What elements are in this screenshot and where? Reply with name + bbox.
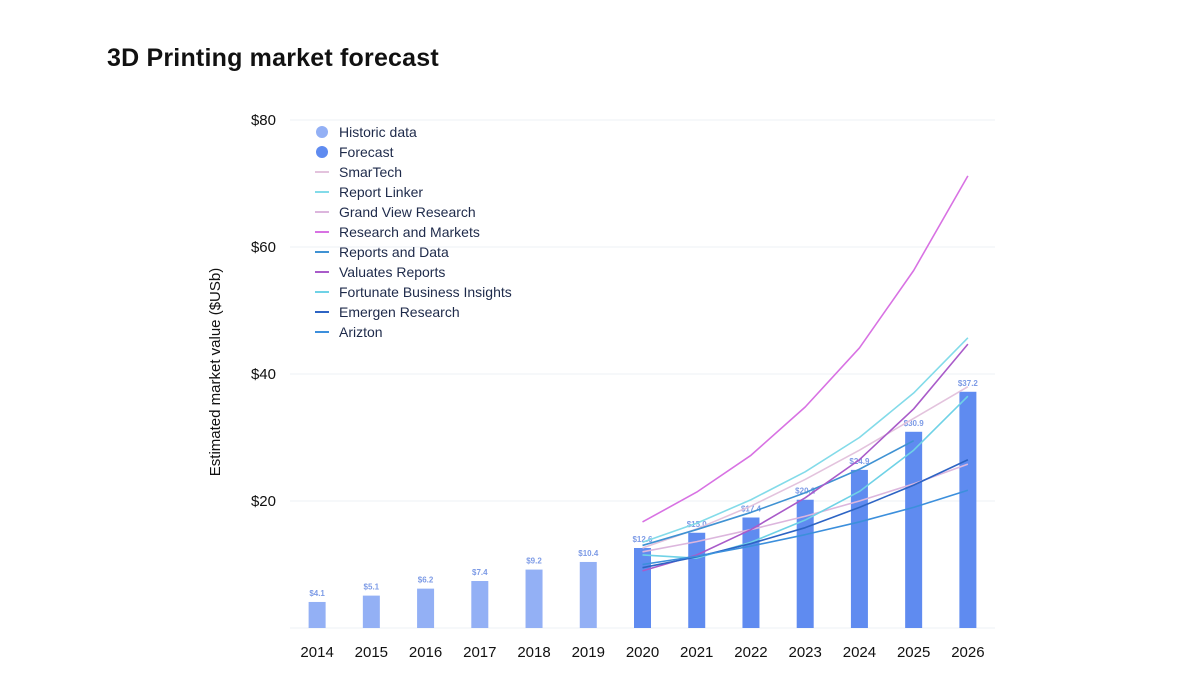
line-grand-view-research (642, 463, 969, 553)
x-tick-label: 2026 (951, 644, 984, 661)
legend-label-report-linker: Report Linker (339, 184, 423, 200)
line-report-linker (642, 337, 969, 544)
grid (290, 119, 995, 629)
line-research-and-markets (642, 175, 969, 523)
x-tick-label: 2015 (355, 644, 388, 661)
data-label: $12.6 (632, 535, 653, 544)
chart-title: 3D Printing market forecast (107, 44, 439, 72)
legend-label-fortunate-business-insights: Fortunate Business Insights (339, 284, 512, 300)
y-tick-label: $20 (251, 493, 276, 510)
bar-historic-data-2017 (471, 581, 489, 628)
bars (308, 391, 977, 628)
bar-forecast-2022 (742, 517, 760, 628)
bar-historic-data-2016 (417, 588, 435, 628)
legend-label-smartech: SmarTech (339, 164, 402, 180)
x-tick-label: 2024 (843, 644, 876, 661)
x-tick-label: 2022 (734, 644, 767, 661)
data-label: $37.2 (958, 379, 979, 388)
y-axis: $20 $40 $60 $80 (251, 112, 276, 510)
x-tick-label: 2018 (517, 644, 550, 661)
data-label: $15.0 (687, 520, 708, 529)
bar-historic-data-2018 (525, 569, 543, 628)
data-label: $9.2 (526, 557, 542, 566)
bar-forecast-2023 (796, 499, 814, 628)
data-label: $7.4 (472, 568, 488, 577)
data-label: $6.2 (418, 576, 434, 585)
data-label: $24.9 (849, 457, 870, 466)
line-fortunate-business-insights (642, 395, 969, 559)
legend-label-valuates-reports: Valuates Reports (339, 264, 445, 280)
y-tick-label: $60 (251, 239, 276, 256)
bar-forecast-2020 (634, 547, 651, 628)
x-tick-label: 2016 (409, 644, 442, 661)
bar-historic-data-2014 (308, 601, 326, 628)
legend-label-reports-and-data: Reports and Data (339, 244, 449, 260)
bar-historic-data-2019 (579, 561, 597, 628)
bar-labels: $4.1 $5.1 $6.2 $7.4 $9.2 $10.4 $12.6 $15.0 $17.4… (309, 379, 978, 598)
legend: Historic data Forecast SmarTech Report Link… (315, 124, 512, 340)
y-tick-label: $80 (251, 112, 276, 129)
series-lines (642, 175, 969, 572)
bar-forecast-2021 (688, 532, 706, 628)
line-arizton (642, 489, 969, 566)
line-valuates-reports (642, 343, 969, 572)
legend-label-emergen-research: Emergen Research (339, 304, 460, 320)
x-axis: 2014 2015 2016 2017 2018 2019 2020 2021 2022 2023… (300, 644, 984, 661)
y-axis-label: Estimated market value ($USb) (207, 268, 224, 476)
data-label: $4.1 (309, 589, 325, 598)
data-label: $30.9 (904, 419, 925, 428)
bar-forecast-2026 (959, 391, 977, 628)
x-tick-label: 2023 (789, 644, 822, 661)
x-tick-label: 2014 (300, 644, 333, 661)
bar-forecast-2024 (850, 469, 868, 628)
data-label: $5.1 (364, 583, 380, 592)
legend-label-grand-view-research: Grand View Research (339, 204, 476, 220)
y-tick-label: $40 (251, 366, 276, 383)
x-tick-label: 2017 (463, 644, 496, 661)
legend-label-forecast: Forecast (339, 144, 394, 160)
data-label: $17.4 (741, 505, 762, 514)
line-reports-and-data (642, 439, 915, 547)
legend-label-research-and-markets: Research and Markets (339, 224, 480, 240)
legend-label-arizton: Arizton (339, 324, 383, 340)
data-label: $20.2 (795, 487, 816, 496)
x-tick-label: 2020 (626, 644, 659, 661)
data-label: $10.4 (578, 549, 599, 558)
legend-label-historic-data: Historic data (339, 124, 417, 140)
legend-marker-historic-data (316, 126, 328, 138)
bar-historic-data-2015 (362, 595, 380, 628)
bar-forecast-2025 (905, 431, 923, 628)
x-tick-label: 2019 (572, 644, 605, 661)
x-tick-label: 2025 (897, 644, 930, 661)
x-tick-label: 2021 (680, 644, 713, 661)
legend-marker-forecast (316, 146, 328, 158)
